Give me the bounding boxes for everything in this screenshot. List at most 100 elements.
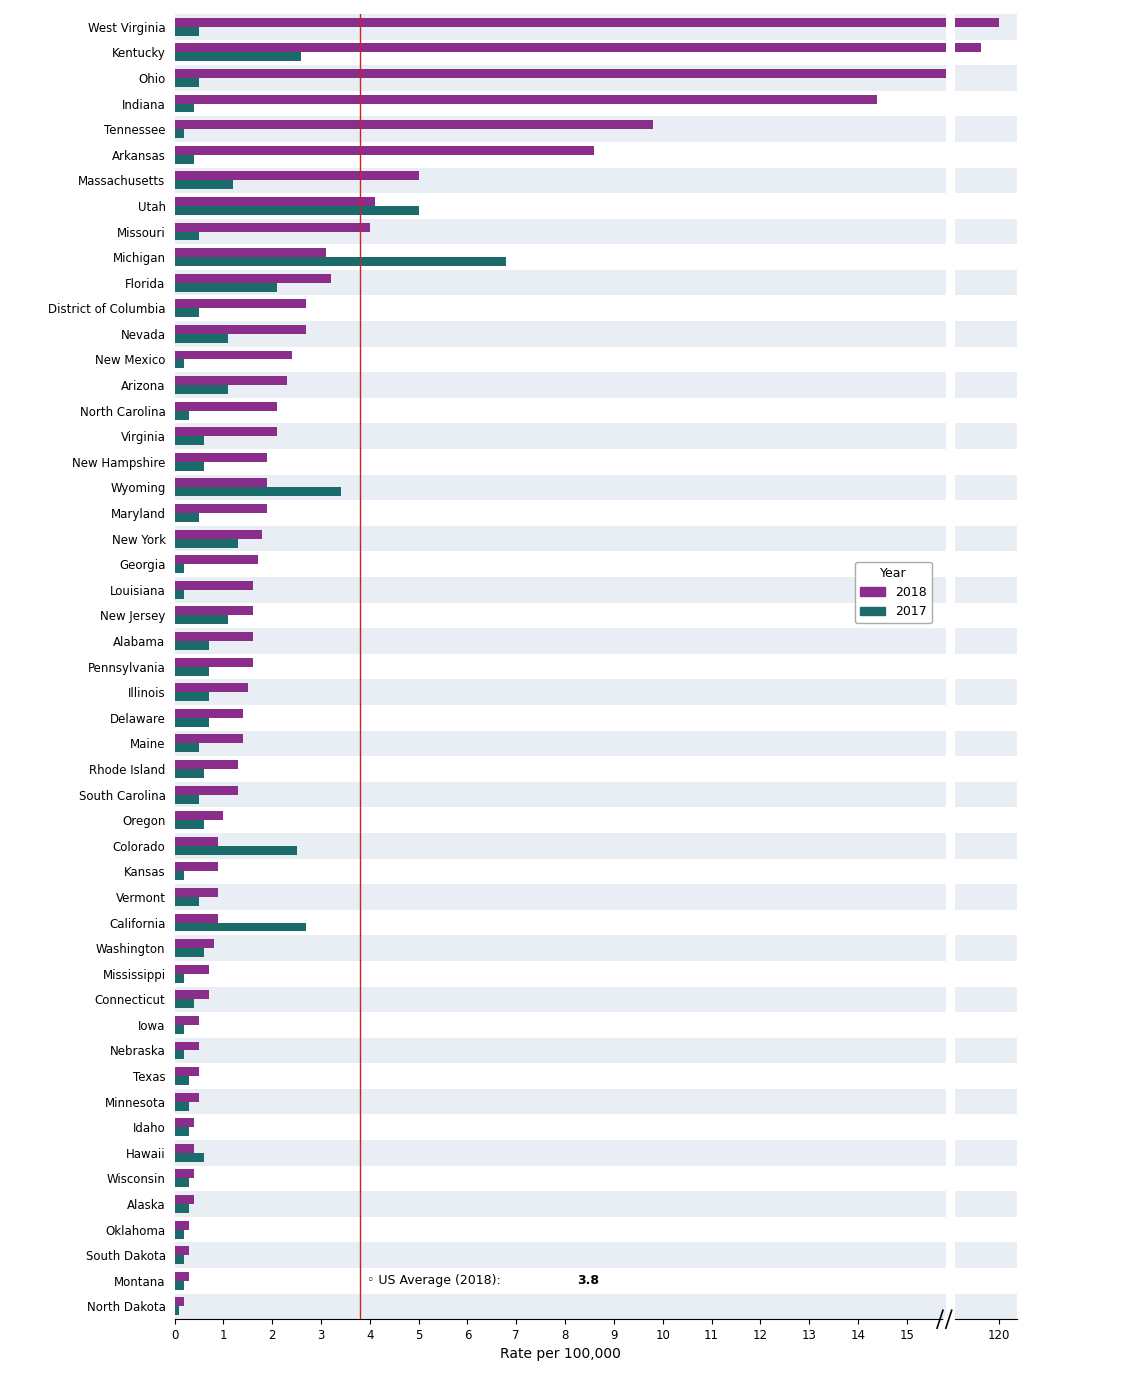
Bar [175,1294,946,1319]
Bar [175,299,306,309]
Bar [955,1141,1017,1166]
Bar [175,402,277,410]
Bar [175,1067,199,1076]
Bar [175,1037,946,1064]
Bar [175,462,204,470]
Bar [175,197,375,207]
Bar [175,658,252,666]
Bar [175,718,208,727]
Bar [175,1101,189,1111]
Bar [175,504,267,514]
Bar [955,884,1017,910]
Bar [175,205,419,215]
Bar [175,68,946,78]
Bar [955,193,1017,219]
Bar [175,910,946,935]
Bar [175,1076,189,1085]
Bar [175,960,946,987]
Bar [175,632,252,641]
Bar [175,1255,185,1265]
Bar [175,52,302,61]
Bar [175,479,267,487]
Bar [175,821,204,829]
Bar [175,923,306,931]
Bar [175,1191,946,1217]
Bar [175,759,238,769]
Bar [175,786,238,794]
Bar [175,948,204,958]
Bar [955,960,1017,987]
Bar [175,606,252,616]
Bar [955,91,1017,116]
Bar [955,168,1017,193]
Bar [955,1294,1017,1319]
Bar [175,811,223,821]
Bar [955,551,1017,577]
Bar [175,222,369,232]
Bar [175,935,946,960]
Bar [175,514,199,522]
Bar [175,683,248,692]
Bar [955,1166,1017,1191]
Bar [175,350,292,360]
Bar [955,782,1017,807]
Bar [955,244,1017,269]
Bar [175,269,946,296]
Bar [175,782,946,807]
Bar [175,807,946,833]
Bar [955,910,1017,935]
Bar [175,526,946,551]
Bar [955,526,1017,551]
Bar [955,269,1017,296]
Bar [175,1242,946,1268]
Bar [175,120,653,130]
Bar [175,282,277,292]
Bar [175,1089,946,1114]
Bar [175,398,946,423]
Bar [955,1064,1017,1089]
Bar [175,641,208,651]
Bar [175,155,194,163]
Bar [955,450,1017,475]
Bar [175,78,199,87]
Legend: 2018, 2017: 2018, 2017 [855,563,932,624]
Bar [175,257,507,267]
Text: ◦ US Average (2018):: ◦ US Average (2018): [367,1275,506,1287]
Bar [175,359,185,369]
Bar [175,1093,199,1101]
Bar [955,859,1017,884]
Bar [175,91,946,116]
Text: 3.8: 3.8 [578,1275,599,1287]
Bar [175,628,946,653]
Bar [955,577,1017,603]
Bar [175,1272,189,1282]
Bar [175,410,189,420]
Bar [175,309,199,317]
Bar [955,653,1017,680]
Bar [175,43,946,53]
Bar [175,859,946,884]
Bar [175,1143,194,1153]
Bar [175,1217,946,1242]
Bar [175,581,252,589]
Bar [175,1025,185,1034]
Bar [175,274,331,282]
Bar [175,385,229,394]
Bar [175,1114,946,1141]
Bar [175,18,946,27]
Bar [955,935,1017,960]
Bar [175,95,877,103]
Bar [175,734,243,743]
Bar [955,346,1017,373]
Bar [175,1282,185,1290]
Bar [955,1012,1017,1037]
Bar [175,450,946,475]
Bar [175,730,946,757]
Bar [175,794,199,804]
Bar [175,884,946,910]
Bar [955,296,1017,321]
Bar [175,436,204,445]
Bar [955,1114,1017,1141]
Bar [955,1242,1017,1268]
Bar [955,1089,1017,1114]
